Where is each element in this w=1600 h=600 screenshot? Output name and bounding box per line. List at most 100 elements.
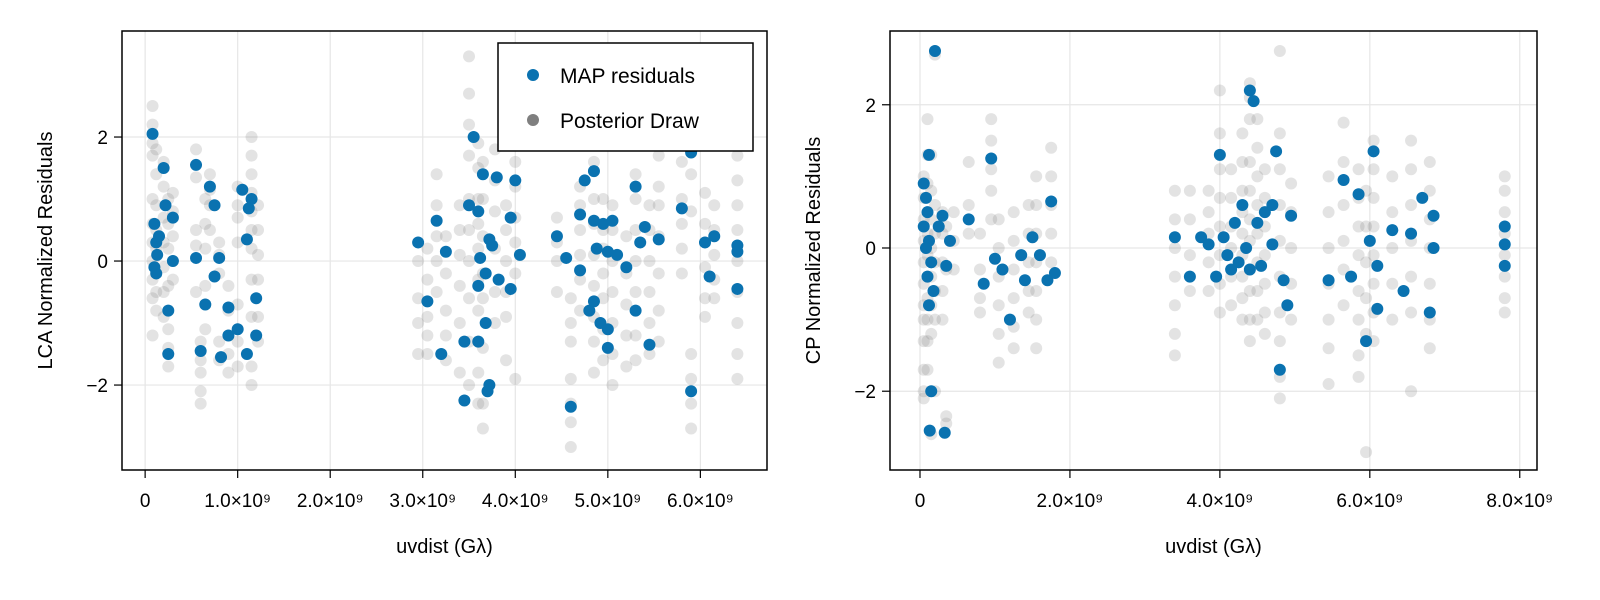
posterior-draw-point	[1360, 292, 1373, 305]
posterior-draw-point	[1258, 249, 1271, 262]
posterior-draw-point	[1360, 220, 1373, 233]
legend-box	[497, 42, 754, 152]
map-residual-point	[923, 424, 936, 437]
y-tick-label: 2	[97, 128, 108, 149]
posterior-draw-point	[1258, 277, 1271, 290]
map-residual-point	[162, 304, 175, 317]
map-residual-point	[463, 199, 476, 212]
legend: MAP residuals Posterior Draw	[497, 42, 754, 152]
map-residual-point	[250, 292, 263, 305]
posterior-draw-point	[453, 279, 466, 292]
posterior-draw-point	[1007, 342, 1020, 355]
posterior-draw-point	[629, 354, 642, 367]
map-residual-point	[483, 233, 496, 246]
map-residual-point	[157, 162, 170, 175]
map-residual-point	[1360, 335, 1373, 348]
posterior-draw-point	[1243, 156, 1256, 169]
posterior-draw-point	[1243, 284, 1256, 297]
posterior-draw-point	[643, 286, 656, 299]
map-residual-point	[421, 295, 434, 308]
map-residual-point	[509, 174, 522, 187]
posterior-draw-point	[921, 113, 934, 126]
posterior-draw-point	[587, 366, 600, 379]
posterior-draw-point	[985, 134, 998, 147]
map-residual-point	[1255, 259, 1268, 272]
posterior-draw-point	[992, 241, 1005, 254]
axes-frame	[889, 30, 1538, 471]
posterior-draw-point	[985, 213, 998, 226]
posterior-draw-point	[1251, 284, 1264, 297]
posterior-draw-point	[1322, 206, 1335, 219]
posterior-draw-point	[245, 310, 258, 323]
posterior-draw-point	[587, 155, 600, 168]
posterior-draw-point	[564, 335, 577, 348]
posterior-draw-point	[199, 279, 212, 292]
posterior-draw-point	[1030, 170, 1043, 183]
posterior-draw-point	[708, 199, 721, 212]
posterior-draw-point	[1352, 313, 1365, 326]
posterior-draw-point	[150, 304, 163, 317]
posterior-draw-point	[992, 299, 1005, 312]
posterior-draw-point	[985, 163, 998, 176]
map-residual-point	[166, 255, 179, 268]
map-residual-point	[1048, 267, 1061, 280]
posterior-draw-point	[463, 255, 476, 268]
posterior-draw-point	[1337, 234, 1350, 247]
posterior-draw-point	[199, 323, 212, 336]
posterior-draw-point	[1168, 213, 1181, 226]
posterior-draw-point	[564, 317, 577, 330]
map-residual-point	[925, 256, 938, 269]
x-tick-label: 2.0×10⁹	[297, 491, 364, 512]
posterior-draw-point	[231, 236, 244, 249]
posterior-draw-point	[731, 224, 744, 237]
posterior-draw-point	[1322, 241, 1335, 254]
map-residual-point	[458, 394, 471, 407]
map-residual-point	[472, 205, 485, 218]
posterior-draw-point	[731, 199, 744, 212]
posterior-draw-point	[574, 273, 587, 286]
posterior-draw-point	[1030, 313, 1043, 326]
map-residual-point	[1003, 313, 1016, 326]
map-residual-point	[629, 180, 642, 193]
posterior-draw-point	[1022, 284, 1035, 297]
posterior-draw-point	[1258, 191, 1271, 204]
map-residual-point	[150, 267, 163, 280]
map-residual-point	[634, 236, 647, 249]
posterior-draw-point	[500, 310, 513, 323]
map-residual-point	[587, 214, 600, 227]
posterior-draw-point	[685, 348, 698, 361]
posterior-draw-point	[731, 372, 744, 385]
posterior-draw-point	[620, 298, 633, 311]
posterior-draw-point	[917, 313, 930, 326]
posterior-draw-point	[1405, 385, 1418, 398]
map-residual-point	[921, 206, 934, 219]
map-residual-point	[1277, 274, 1290, 287]
posterior-draw-point	[1352, 220, 1365, 233]
map-residual-point	[919, 241, 932, 254]
posterior-draw-point	[453, 248, 466, 261]
posterior-draw-point	[652, 149, 665, 162]
posterior-draw-point	[921, 313, 934, 326]
posterior-draw-point	[1367, 220, 1380, 233]
map-residual-point	[731, 282, 744, 295]
map-residual-point	[936, 209, 949, 222]
map-residual-point	[922, 299, 935, 312]
posterior-draw-point	[731, 317, 744, 330]
posterior-draw-point	[564, 441, 577, 454]
posterior-draw-point	[1236, 270, 1249, 283]
posterior-draw-point	[199, 242, 212, 255]
posterior-draw-point	[1386, 170, 1399, 183]
posterior-draw-point	[1498, 206, 1511, 219]
map-residual-point	[1221, 249, 1234, 262]
posterior-draw-point	[962, 227, 975, 240]
posterior-draw-point	[1367, 163, 1380, 176]
map-residuals-series	[146, 127, 744, 413]
posterior-draw-point	[1285, 177, 1298, 190]
posterior-draw-point	[587, 193, 600, 206]
axes-frame	[121, 30, 768, 471]
map-residual-point	[208, 199, 221, 212]
posterior-draw-point	[488, 205, 501, 218]
posterior-draw-point	[1213, 84, 1226, 97]
posterior-draw-point	[509, 236, 522, 249]
map-residual-point	[479, 317, 492, 330]
